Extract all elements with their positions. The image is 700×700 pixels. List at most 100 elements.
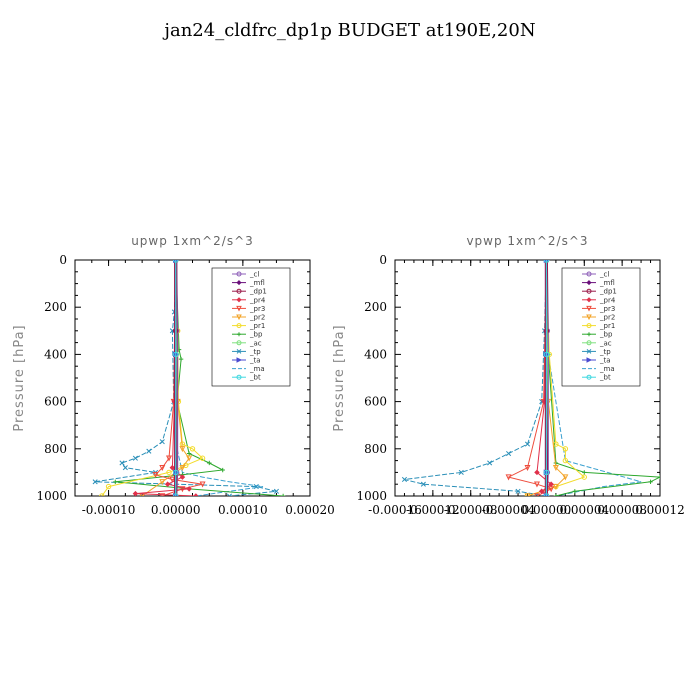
legend-marker_ta bbox=[236, 357, 243, 363]
legend-label_ac: _ac bbox=[599, 339, 612, 347]
legend-marker_tp bbox=[586, 349, 592, 354]
data-point_tp bbox=[146, 448, 152, 454]
data-point_pr3 bbox=[533, 493, 540, 496]
data-point_pr3 bbox=[159, 464, 166, 471]
legend-label_pr2: _pr2 bbox=[249, 314, 265, 322]
x-tick-label: -0.00016 bbox=[368, 503, 422, 517]
legend-label_ma: _ma bbox=[599, 365, 615, 373]
data-point_bp bbox=[280, 493, 286, 496]
legend-marker_cl bbox=[586, 271, 592, 277]
legend-marker_dp1 bbox=[586, 288, 592, 294]
legend-label_bt: _bt bbox=[599, 374, 611, 382]
legend-label_bt: _bt bbox=[249, 374, 261, 382]
x-tick-label: -0.00012 bbox=[406, 503, 460, 517]
data-point_pr2 bbox=[562, 474, 569, 481]
x-tick-label: 0.00004 bbox=[559, 503, 609, 517]
data-point_pr4 bbox=[548, 481, 554, 487]
legend-marker_cl bbox=[236, 271, 242, 277]
data-point_pr2 bbox=[552, 483, 559, 490]
legend-marker_ac bbox=[586, 340, 592, 346]
data-point_bt bbox=[543, 351, 550, 358]
data-point_bp bbox=[582, 470, 587, 475]
data-point_bp bbox=[657, 474, 660, 480]
data-point_bt bbox=[173, 351, 179, 358]
series-line_pr2 bbox=[141, 260, 190, 496]
legend-marker_pr3 bbox=[586, 305, 592, 312]
y-tick-label: 0 bbox=[379, 253, 387, 267]
data-point_pr3 bbox=[524, 464, 531, 471]
data-point_pr4 bbox=[169, 464, 176, 471]
data-point_tp bbox=[458, 469, 464, 475]
series-line_bp bbox=[545, 260, 660, 496]
x-tick-label: -0.00004 bbox=[482, 503, 536, 517]
legend-marker_pr1 bbox=[236, 323, 242, 329]
data-point_bp bbox=[207, 460, 212, 466]
legend: _cl_mfl_dp1_pr4_pr3_pr2_pr1_bp_ac_tp_ta_… bbox=[211, 267, 291, 387]
legend-marker_bt bbox=[236, 374, 242, 380]
legend-label_ta: _ta bbox=[599, 357, 611, 365]
legend-label_dp1: _dp1 bbox=[249, 288, 267, 296]
y-axis-title: Pressure [hPa] bbox=[332, 324, 347, 431]
legend-label_pr2: _pr2 bbox=[599, 314, 615, 322]
data-point_pr2 bbox=[179, 446, 186, 453]
legend-label_tp: _tp bbox=[249, 348, 261, 356]
legend-marker_pr4 bbox=[586, 297, 592, 303]
data-point_bt bbox=[543, 493, 550, 496]
data-point_pr1 bbox=[562, 446, 569, 452]
legend-marker_pr3 bbox=[236, 305, 242, 312]
legend-label_bp: _bp bbox=[249, 331, 263, 339]
data-point_bt bbox=[543, 260, 550, 263]
x-tick-label: 0.00000 bbox=[151, 503, 201, 517]
data-point_bt bbox=[173, 260, 179, 263]
legend-marker_pr1 bbox=[586, 323, 592, 329]
data-point_bt bbox=[173, 493, 179, 496]
x-tick-label: 0.00012 bbox=[635, 503, 685, 517]
data-point_pr1 bbox=[553, 441, 559, 447]
legend-label_pr1: _pr1 bbox=[249, 322, 265, 330]
y-tick-label: 400 bbox=[364, 347, 387, 361]
panel-title: upwp 1xm^2/s^3 bbox=[131, 234, 254, 248]
legend-label_ma: _ma bbox=[249, 365, 265, 373]
data-point_pr1 bbox=[562, 457, 569, 464]
legend-label_dp1: _dp1 bbox=[599, 288, 617, 296]
y-tick-label: 600 bbox=[44, 395, 67, 409]
x-tick-label: -0.00010 bbox=[82, 503, 136, 517]
series-line_pr1 bbox=[527, 260, 586, 496]
legend-marker_tp bbox=[236, 349, 242, 354]
legend-marker_pr2 bbox=[236, 314, 242, 321]
data-point_pr1 bbox=[166, 469, 172, 476]
data-point_pr1 bbox=[189, 446, 196, 452]
data-point_bp bbox=[220, 467, 225, 473]
data-point_tp bbox=[132, 455, 138, 461]
y-tick-label: 800 bbox=[44, 442, 67, 456]
data-point_pr2 bbox=[159, 479, 166, 486]
data-point_bt bbox=[173, 469, 179, 476]
data-point_tp bbox=[515, 488, 521, 494]
data-point_bp bbox=[178, 356, 184, 362]
legend-label_mfl: _mfl bbox=[249, 279, 265, 287]
series-line_tp bbox=[404, 260, 547, 496]
legend-label_pr4: _pr4 bbox=[249, 296, 266, 304]
panel-title: vpwp 1xm^2/s^3 bbox=[466, 234, 588, 248]
legend-marker_mfl bbox=[236, 280, 242, 286]
x-tick-label: 0.00010 bbox=[218, 503, 268, 517]
legend-marker_bp bbox=[587, 332, 591, 337]
data-point_tp bbox=[119, 460, 125, 466]
data-point_pr1 bbox=[105, 483, 112, 490]
data-point_tp bbox=[401, 476, 408, 483]
data-point_tp bbox=[92, 479, 98, 485]
y-tick-label: 800 bbox=[364, 442, 387, 456]
x-tick-label: 0.00000 bbox=[522, 503, 572, 517]
x-tick-label: 0.00008 bbox=[597, 503, 647, 517]
data-point_pr4 bbox=[132, 490, 139, 496]
data-point_bp bbox=[113, 479, 118, 485]
legend-marker_ta bbox=[586, 357, 593, 363]
y-tick-label: 400 bbox=[44, 347, 67, 361]
legend-label_mfl: _mfl bbox=[599, 279, 615, 287]
legend-label_pr4: _pr4 bbox=[599, 296, 616, 304]
data-point_tp bbox=[524, 441, 531, 447]
data-point_pr3 bbox=[533, 481, 540, 488]
legend-label_bp: _bp bbox=[599, 331, 613, 339]
data-point_pr3 bbox=[159, 493, 166, 496]
